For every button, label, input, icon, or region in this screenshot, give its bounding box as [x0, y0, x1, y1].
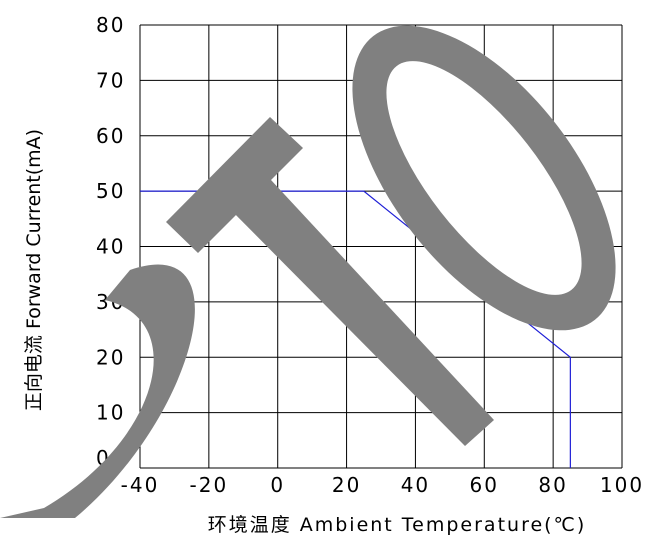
x-tick-label-3: 20 — [332, 473, 361, 497]
y-tick-label-5: 50 — [96, 179, 125, 203]
x-tick-label-4: 40 — [401, 473, 430, 497]
x-tick-label-5: 60 — [470, 473, 499, 497]
x-tick-label-1: -20 — [190, 473, 229, 497]
y-tick-label-2: 20 — [96, 345, 125, 369]
watermark-letter-d — [0, 264, 195, 518]
x-axis-title: 环境温度 Ambient Temperature(℃) — [208, 514, 587, 536]
y-tick-label-7: 70 — [96, 68, 125, 92]
watermark-letter-t-stem — [217, 166, 494, 446]
x-tick-labels: -40 -20 0 20 40 60 80 100 — [121, 473, 644, 497]
y-tick-label-4: 40 — [96, 235, 125, 259]
x-tick-label-6: 80 — [538, 473, 567, 497]
y-tick-label-6: 60 — [96, 124, 125, 148]
dto-watermark — [0, 25, 616, 518]
y-tick-label-8: 80 — [96, 13, 125, 37]
y-tick-label-1: 10 — [96, 401, 125, 425]
x-tick-label-0: -40 — [121, 473, 160, 497]
x-tick-label-2: 0 — [270, 473, 285, 497]
y-axis-title: 正向电流 Forward Current(mA) — [23, 129, 45, 411]
watermark-letter-o-inner — [386, 61, 582, 295]
x-tick-label-7: 100 — [600, 473, 644, 497]
